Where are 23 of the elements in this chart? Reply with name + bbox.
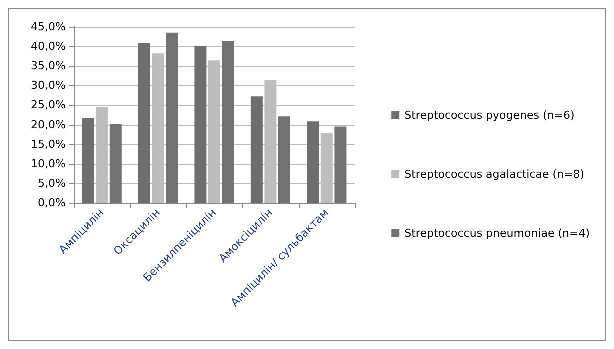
bar — [138, 43, 150, 203]
bar — [334, 126, 347, 203]
y-tick-label: 20,0% — [31, 118, 66, 132]
legend-label: Streptococcus agalacticae (n=8) — [404, 168, 585, 181]
bar — [222, 41, 234, 203]
y-tick-label: 0,0% — [38, 196, 66, 210]
bar — [307, 122, 320, 203]
y-tick-label: 5,0% — [38, 176, 66, 190]
y-tick-label: 35,0% — [31, 60, 66, 73]
bar — [194, 46, 207, 203]
y-tick-label: 25,0% — [31, 98, 66, 112]
y-tick-label: 15,0% — [31, 138, 66, 151]
bar — [110, 124, 122, 203]
y-tick-label: 30,0% — [31, 79, 66, 92]
legend-label: Streptococcus pneumoniae (n=4) — [404, 227, 590, 240]
bar — [82, 118, 94, 203]
bar — [250, 96, 263, 203]
y-tick-label: 10,0% — [31, 157, 66, 170]
bar — [166, 32, 178, 203]
legend-label: Streptococcus pyogenes (n=6) — [404, 109, 575, 122]
bar — [278, 116, 290, 203]
y-tick-label: 45,0% — [31, 20, 66, 34]
y-tick-label: 40,0% — [31, 40, 66, 54]
